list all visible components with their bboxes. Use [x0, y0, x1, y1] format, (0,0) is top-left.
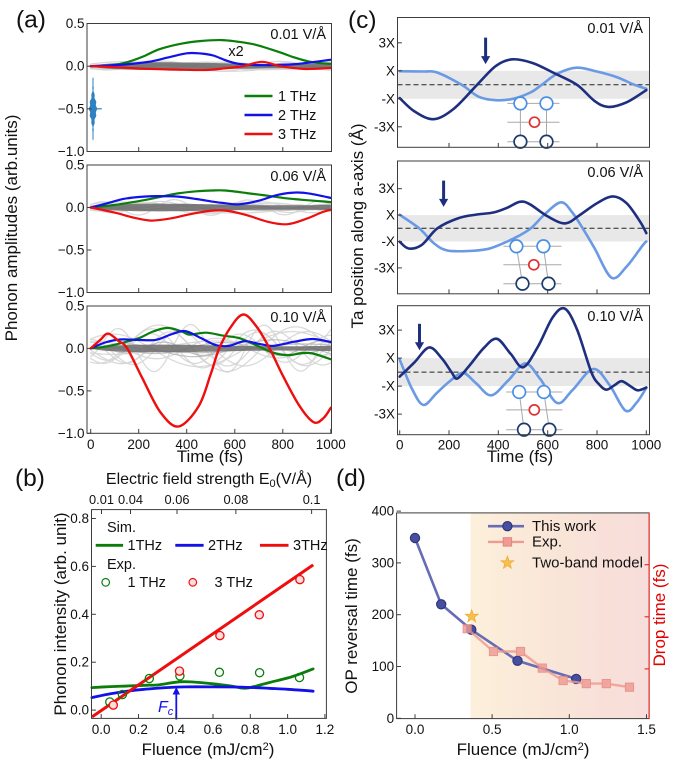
- svg-text:3X: 3X: [378, 323, 395, 338]
- svg-text:0: 0: [387, 711, 395, 726]
- svg-text:Phonon intensity (arb. unit): Phonon intensity (arb. unit): [51, 512, 70, 715]
- svg-text:−1.0: −1.0: [58, 426, 85, 441]
- svg-text:Fluence (mJ/cm2): Fluence (mJ/cm2): [142, 740, 275, 759]
- svg-text:1.0: 1.0: [278, 722, 297, 737]
- svg-text:Time (fs): Time (fs): [177, 447, 243, 466]
- svg-text:Two-band model: Two-band model: [532, 555, 643, 572]
- svg-text:-X: -X: [382, 91, 396, 106]
- svg-text:800: 800: [272, 437, 295, 452]
- svg-text:−0.5: −0.5: [58, 243, 85, 258]
- svg-text:0.01 V/Å: 0.01 V/Å: [587, 20, 643, 37]
- svg-text:3 THz: 3 THz: [278, 127, 316, 143]
- svg-text:1.0: 1.0: [560, 722, 579, 737]
- svg-text:0.4: 0.4: [166, 722, 185, 737]
- svg-text:0.06 V/Å: 0.06 V/Å: [270, 168, 326, 185]
- svg-text:3X: 3X: [378, 181, 395, 196]
- svg-text:600: 600: [536, 438, 559, 453]
- svg-text:-X: -X: [382, 379, 396, 394]
- svg-text:0.0: 0.0: [66, 341, 85, 356]
- svg-text:0: 0: [396, 438, 404, 453]
- svg-text:1 THz: 1 THz: [278, 89, 316, 105]
- svg-text:0.0: 0.0: [70, 703, 89, 718]
- svg-text:Electric field strength E0(V/Å: Electric field strength E0(V/Å): [106, 469, 312, 490]
- svg-text:200: 200: [127, 437, 150, 452]
- svg-text:−1.0: −1.0: [58, 285, 85, 300]
- svg-text:0.0: 0.0: [66, 200, 85, 215]
- svg-text:-3X: -3X: [374, 260, 395, 275]
- svg-text:200: 200: [438, 438, 461, 453]
- svg-text:(c): (c): [348, 7, 377, 34]
- svg-text:1 THz: 1 THz: [128, 575, 166, 591]
- svg-text:0.5: 0.5: [66, 16, 85, 31]
- svg-text:0.06: 0.06: [165, 492, 190, 507]
- svg-text:0.5: 0.5: [66, 158, 85, 173]
- svg-text:Exp.: Exp.: [532, 534, 562, 551]
- svg-text:Exp.: Exp.: [107, 557, 136, 573]
- svg-text:(d): (d): [336, 465, 366, 492]
- svg-text:400: 400: [175, 437, 198, 452]
- svg-text:0.0: 0.0: [92, 722, 111, 737]
- svg-text:Drop time (fs): Drop time (fs): [650, 564, 669, 667]
- svg-text:0.4: 0.4: [70, 607, 89, 622]
- svg-text:800: 800: [586, 438, 609, 453]
- svg-text:0.01 V/Å: 0.01 V/Å: [270, 26, 326, 43]
- svg-text:0.10 V/Å: 0.10 V/Å: [587, 308, 643, 325]
- svg-text:Time (fs): Time (fs): [487, 447, 553, 466]
- svg-text:0.1: 0.1: [303, 492, 321, 507]
- svg-text:1.5: 1.5: [637, 722, 656, 737]
- svg-text:0.04: 0.04: [118, 492, 143, 507]
- svg-text:X: X: [386, 208, 395, 223]
- svg-text:x2: x2: [228, 44, 243, 60]
- svg-text:Phonon amplitudes (arb.units): Phonon amplitudes (arb.units): [2, 115, 21, 342]
- svg-text:0.2: 0.2: [70, 655, 89, 670]
- svg-text:Sim.: Sim.: [107, 520, 136, 536]
- svg-text:100: 100: [372, 659, 395, 674]
- svg-text:300: 300: [372, 555, 395, 570]
- svg-text:1000: 1000: [631, 438, 661, 453]
- svg-text:0.5: 0.5: [483, 722, 502, 737]
- svg-text:1THz: 1THz: [128, 538, 163, 554]
- svg-text:-3X: -3X: [374, 407, 395, 422]
- svg-text:0: 0: [87, 437, 95, 452]
- svg-text:0.8: 0.8: [241, 722, 260, 737]
- svg-text:−1.0: −1.0: [58, 144, 85, 159]
- svg-text:0.8: 0.8: [70, 511, 89, 526]
- svg-text:3 THz: 3 THz: [215, 575, 253, 591]
- svg-text:0.6: 0.6: [70, 559, 89, 574]
- svg-text:200: 200: [372, 607, 395, 622]
- svg-text:0.06 V/Å: 0.06 V/Å: [587, 164, 643, 181]
- svg-text:This work: This work: [532, 518, 597, 535]
- svg-text:−0.5: −0.5: [58, 101, 85, 116]
- svg-text:−0.5: −0.5: [58, 383, 85, 398]
- svg-text:600: 600: [224, 437, 247, 452]
- svg-text:400: 400: [487, 438, 510, 453]
- svg-text:0.10 V/Å: 0.10 V/Å: [270, 309, 326, 326]
- svg-text:-X: -X: [382, 234, 396, 249]
- svg-text:X: X: [386, 351, 395, 366]
- svg-text:0.01: 0.01: [89, 492, 114, 507]
- svg-text:2THz: 2THz: [208, 538, 243, 554]
- svg-text:X: X: [386, 63, 395, 78]
- svg-text:2 THz: 2 THz: [278, 108, 316, 124]
- svg-text:0.5: 0.5: [66, 299, 85, 314]
- svg-text:0.0: 0.0: [406, 722, 425, 737]
- svg-text:(a): (a): [16, 7, 46, 34]
- svg-text:1000: 1000: [316, 437, 346, 452]
- svg-text:0.6: 0.6: [204, 722, 223, 737]
- svg-text:Ta position along a-axis (Å): Ta position along a-axis (Å): [348, 123, 367, 328]
- svg-text:-3X: -3X: [374, 119, 395, 134]
- svg-text:0.08: 0.08: [223, 492, 248, 507]
- svg-text:(b): (b): [15, 465, 45, 492]
- svg-text:1.2: 1.2: [316, 722, 335, 737]
- svg-text:0.2: 0.2: [129, 722, 148, 737]
- svg-text:Fluence (mJ/cm2): Fluence (mJ/cm2): [457, 740, 590, 759]
- svg-text:3THz: 3THz: [293, 538, 328, 554]
- svg-text:400: 400: [372, 504, 395, 519]
- svg-text:0.0: 0.0: [66, 59, 85, 74]
- svg-text:3X: 3X: [378, 35, 395, 50]
- svg-text:OP reversal time (fs): OP reversal time (fs): [342, 538, 361, 694]
